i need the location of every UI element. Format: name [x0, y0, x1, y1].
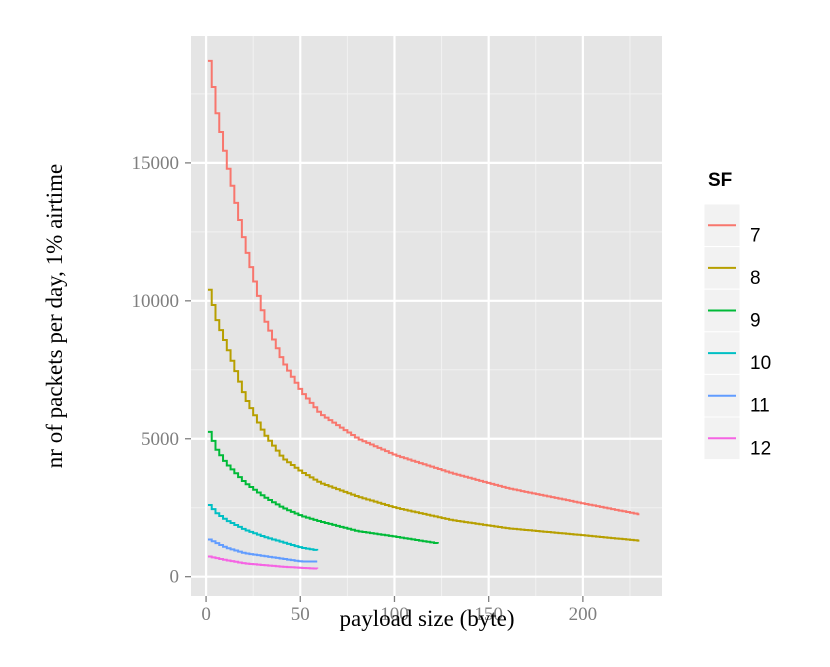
legend-label-sf-11: 11 — [750, 396, 770, 417]
y-tick-label: 10000 — [132, 291, 180, 312]
x-axis-title: payload size (byte) — [340, 606, 515, 631]
minor-gridlines — [191, 36, 662, 596]
series-line-sf-9 — [207, 430, 439, 544]
legend: SF 7 8 9 10 11 12 — [703, 170, 771, 461]
series-line-sf-7 — [207, 59, 640, 516]
legend-label-sf-12: 12 — [750, 438, 771, 459]
x-tick-label: 50 — [291, 604, 310, 625]
series-lines — [207, 59, 640, 570]
y-axis-title: nr of packets per day, 1% airtime — [42, 164, 67, 468]
legend-label-sf-10: 10 — [750, 353, 771, 374]
series-line-sf-8 — [207, 288, 640, 542]
x-tick-label: 0 — [201, 604, 211, 625]
legend-title: SF — [708, 170, 732, 191]
x-tick-label: 100 — [380, 604, 409, 625]
y-tick-label: 15000 — [132, 153, 180, 174]
plot-panel — [191, 36, 662, 596]
series-line-sf-11 — [207, 538, 318, 563]
axis-ticks — [185, 162, 584, 602]
y-tick-labels: 0 5000 10000 15000 — [132, 153, 180, 588]
y-tick-label: 5000 — [141, 429, 179, 450]
series-line-sf-10 — [207, 503, 319, 551]
legend-label-sf-7: 7 — [750, 225, 761, 246]
x-tick-label: 200 — [569, 604, 598, 625]
y-tick-label: 0 — [170, 567, 180, 588]
legend-label-sf-9: 9 — [750, 311, 761, 332]
series-line-sf-12 — [207, 555, 319, 570]
legend-items: 7 8 9 10 11 12 — [703, 203, 771, 461]
x-tick-label: 150 — [474, 604, 503, 625]
x-tick-labels: 0 50 100 150 200 — [201, 604, 597, 625]
legend-label-sf-8: 8 — [750, 268, 761, 289]
